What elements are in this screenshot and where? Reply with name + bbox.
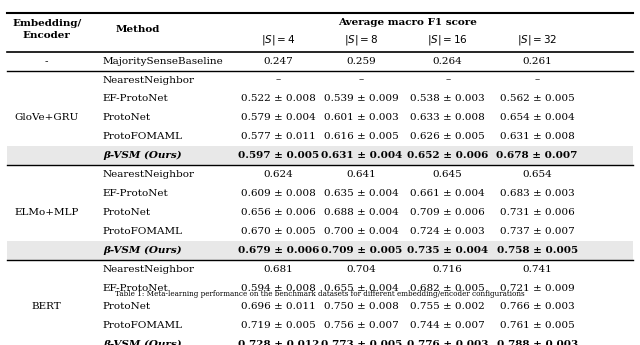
Text: 0.562 ± 0.005: 0.562 ± 0.005 <box>500 95 575 103</box>
Text: EF-ProtoNet: EF-ProtoNet <box>103 189 168 198</box>
Text: 0.721 ± 0.009: 0.721 ± 0.009 <box>500 284 575 293</box>
Text: 0.719 ± 0.005: 0.719 ± 0.005 <box>241 322 316 331</box>
Bar <box>7 335 633 345</box>
Text: Method: Method <box>116 25 160 34</box>
Text: β-VSM (Ours): β-VSM (Ours) <box>103 246 182 255</box>
Text: 0.577 ± 0.011: 0.577 ± 0.011 <box>241 132 316 141</box>
Text: 0.609 ± 0.008: 0.609 ± 0.008 <box>241 189 316 198</box>
Text: Table 1: Meta-learning performance on the benchmark datasets for different embed: Table 1: Meta-learning performance on th… <box>115 290 525 298</box>
Text: 0.656 ± 0.006: 0.656 ± 0.006 <box>241 208 316 217</box>
Text: -: - <box>45 57 49 66</box>
Text: Encoder: Encoder <box>23 31 70 40</box>
Bar <box>7 241 633 260</box>
Text: $|S| = 16$: $|S| = 16$ <box>428 33 468 47</box>
Text: 0.539 ± 0.009: 0.539 ± 0.009 <box>324 95 399 103</box>
Text: 0.264: 0.264 <box>433 57 463 66</box>
Text: 0.579 ± 0.004: 0.579 ± 0.004 <box>241 114 316 122</box>
Text: 0.626 ± 0.005: 0.626 ± 0.005 <box>410 132 485 141</box>
Text: EF-ProtoNet: EF-ProtoNet <box>103 95 168 103</box>
Text: ProtoFOMAML: ProtoFOMAML <box>103 227 183 236</box>
Text: 0.641: 0.641 <box>347 170 376 179</box>
Text: 0.741: 0.741 <box>522 265 552 274</box>
Text: 0.683 ± 0.003: 0.683 ± 0.003 <box>500 189 575 198</box>
Text: 0.522 ± 0.008: 0.522 ± 0.008 <box>241 95 316 103</box>
Text: $|S| = 8$: $|S| = 8$ <box>344 33 379 47</box>
Text: 0.704: 0.704 <box>347 265 376 274</box>
Text: 0.645: 0.645 <box>433 170 463 179</box>
Text: 0.766 ± 0.003: 0.766 ± 0.003 <box>500 303 575 312</box>
Text: –: – <box>534 76 540 85</box>
Text: 0.654 ± 0.004: 0.654 ± 0.004 <box>500 114 575 122</box>
Text: –: – <box>445 76 451 85</box>
Text: 0.688 ± 0.004: 0.688 ± 0.004 <box>324 208 399 217</box>
Text: 0.716: 0.716 <box>433 265 463 274</box>
Text: 0.261: 0.261 <box>522 57 552 66</box>
Text: 0.631 ± 0.008: 0.631 ± 0.008 <box>500 132 575 141</box>
Text: 0.670 ± 0.005: 0.670 ± 0.005 <box>241 227 316 236</box>
Text: Embedding/: Embedding/ <box>12 19 81 28</box>
Text: $|S| = 32$: $|S| = 32$ <box>517 33 557 47</box>
Text: 0.594 ± 0.008: 0.594 ± 0.008 <box>241 284 316 293</box>
Text: BERT: BERT <box>32 303 61 312</box>
Text: β-VSM (Ours): β-VSM (Ours) <box>103 151 182 160</box>
Text: 0.247: 0.247 <box>264 57 293 66</box>
Text: 0.633 ± 0.008: 0.633 ± 0.008 <box>410 114 485 122</box>
Text: 0.259: 0.259 <box>347 57 376 66</box>
Text: 0.788 ± 0.003: 0.788 ± 0.003 <box>497 340 578 345</box>
Text: 0.661 ± 0.004: 0.661 ± 0.004 <box>410 189 485 198</box>
Text: 0.597 ± 0.005: 0.597 ± 0.005 <box>238 151 319 160</box>
Text: 0.755 ± 0.002: 0.755 ± 0.002 <box>410 303 485 312</box>
Text: 0.776 ± 0.003: 0.776 ± 0.003 <box>407 340 488 345</box>
Text: ProtoFOMAML: ProtoFOMAML <box>103 322 183 331</box>
Text: –: – <box>359 76 364 85</box>
Text: NearestNeighbor: NearestNeighbor <box>103 170 195 179</box>
Text: 0.696 ± 0.011: 0.696 ± 0.011 <box>241 303 316 312</box>
Text: 0.709 ± 0.005: 0.709 ± 0.005 <box>321 246 402 255</box>
Text: 0.624: 0.624 <box>264 170 293 179</box>
Text: 0.735 ± 0.004: 0.735 ± 0.004 <box>407 246 488 255</box>
Text: NearestNeighbor: NearestNeighbor <box>103 265 195 274</box>
Text: ProtoNet: ProtoNet <box>103 114 151 122</box>
Text: 0.709 ± 0.006: 0.709 ± 0.006 <box>410 208 485 217</box>
Text: NearestNeighbor: NearestNeighbor <box>103 76 195 85</box>
Text: 0.700 ± 0.004: 0.700 ± 0.004 <box>324 227 399 236</box>
Text: 0.756 ± 0.007: 0.756 ± 0.007 <box>324 322 399 331</box>
Text: –: – <box>276 76 281 85</box>
Text: 0.679 ± 0.006: 0.679 ± 0.006 <box>238 246 319 255</box>
Text: $|S| = 4$: $|S| = 4$ <box>261 33 296 47</box>
Text: 0.728 ± 0.012: 0.728 ± 0.012 <box>238 340 319 345</box>
Text: 0.761 ± 0.005: 0.761 ± 0.005 <box>500 322 575 331</box>
Text: ProtoNet: ProtoNet <box>103 303 151 312</box>
Text: 0.655 ± 0.004: 0.655 ± 0.004 <box>324 284 399 293</box>
Text: 0.678 ± 0.007: 0.678 ± 0.007 <box>497 151 578 160</box>
Text: 0.744 ± 0.007: 0.744 ± 0.007 <box>410 322 485 331</box>
Text: GloVe+GRU: GloVe+GRU <box>15 114 79 122</box>
Text: EF-ProtoNet: EF-ProtoNet <box>103 284 168 293</box>
Text: 0.750 ± 0.008: 0.750 ± 0.008 <box>324 303 399 312</box>
Text: 0.682 ± 0.005: 0.682 ± 0.005 <box>410 284 485 293</box>
Text: 0.654: 0.654 <box>522 170 552 179</box>
Text: 0.631 ± 0.004: 0.631 ± 0.004 <box>321 151 402 160</box>
Text: 0.758 ± 0.005: 0.758 ± 0.005 <box>497 246 578 255</box>
Text: 0.737 ± 0.007: 0.737 ± 0.007 <box>500 227 575 236</box>
Text: 0.635 ± 0.004: 0.635 ± 0.004 <box>324 189 399 198</box>
Bar <box>7 146 633 165</box>
Text: Average macro F1 score: Average macro F1 score <box>339 18 477 27</box>
Text: 0.616 ± 0.005: 0.616 ± 0.005 <box>324 132 399 141</box>
Text: ProtoNet: ProtoNet <box>103 208 151 217</box>
Text: 0.681: 0.681 <box>264 265 293 274</box>
Text: 0.652 ± 0.006: 0.652 ± 0.006 <box>407 151 488 160</box>
Text: 0.538 ± 0.003: 0.538 ± 0.003 <box>410 95 485 103</box>
Text: 0.601 ± 0.003: 0.601 ± 0.003 <box>324 114 399 122</box>
Text: β-VSM (Ours): β-VSM (Ours) <box>103 340 182 345</box>
Text: ProtoFOMAML: ProtoFOMAML <box>103 132 183 141</box>
Text: ELMo+MLP: ELMo+MLP <box>15 208 79 217</box>
Text: 0.773 ± 0.005: 0.773 ± 0.005 <box>321 340 402 345</box>
Text: MajoritySenseBaseline: MajoritySenseBaseline <box>103 57 223 66</box>
Text: 0.731 ± 0.006: 0.731 ± 0.006 <box>500 208 575 217</box>
Text: 0.724 ± 0.003: 0.724 ± 0.003 <box>410 227 485 236</box>
